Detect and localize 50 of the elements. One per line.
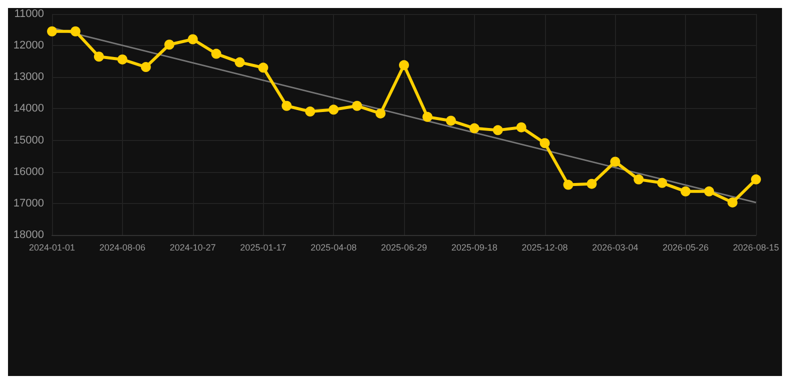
point — [634, 174, 644, 184]
point — [234, 57, 245, 68]
point — [586, 178, 597, 189]
point — [352, 100, 362, 111]
y-tick-label: 16000 — [13, 166, 44, 178]
point — [680, 186, 691, 196]
point — [140, 62, 151, 72]
x-tick-label: 2025-01-17 — [240, 242, 286, 252]
y-tick-label: 15000 — [13, 134, 44, 146]
x-tick-label: 2025-12-08 — [522, 242, 568, 252]
point — [469, 123, 480, 134]
point — [446, 116, 456, 126]
point — [728, 197, 738, 208]
point — [610, 156, 620, 167]
x-tick-label: 2025-04-08 — [310, 242, 357, 252]
y-tick-label: 17000 — [13, 197, 44, 210]
point — [211, 48, 222, 59]
point — [328, 104, 339, 115]
point — [399, 60, 409, 70]
y-tick-label: 12000 — [13, 40, 44, 52]
x-tick-label: 2024-01-01 — [28, 242, 76, 252]
point — [305, 106, 316, 117]
point — [188, 34, 198, 44]
x-tick-label: 2024-08-06 — [99, 242, 146, 252]
point — [516, 122, 526, 132]
point — [492, 125, 503, 136]
x-tick-label: 2026-03-04 — [592, 242, 638, 252]
point — [258, 62, 268, 73]
point — [164, 40, 174, 50]
y-tick-label: 11000 — [14, 8, 44, 20]
point — [422, 112, 432, 122]
point — [117, 54, 128, 64]
x-tick-label: 2026-05-26 — [662, 242, 709, 252]
x-tick-label: 2026-08-15 — [732, 242, 780, 252]
x-tick-label: 2025-09-18 — [451, 242, 498, 252]
point — [750, 174, 761, 184]
point — [70, 26, 80, 36]
x-tick-label: 2024-10-27 — [170, 242, 216, 252]
point — [47, 26, 57, 36]
y-tick-label: 14000 — [13, 102, 44, 115]
point — [704, 186, 714, 196]
point — [282, 100, 292, 111]
y-tick-label: 13000 — [13, 71, 44, 84]
point — [657, 178, 668, 188]
x-tick-label: 2025-06-29 — [380, 242, 428, 252]
point — [540, 138, 550, 148]
point — [94, 52, 104, 62]
point — [563, 180, 574, 190]
point — [376, 108, 386, 118]
y-tick-label: 18000 — [13, 229, 44, 241]
